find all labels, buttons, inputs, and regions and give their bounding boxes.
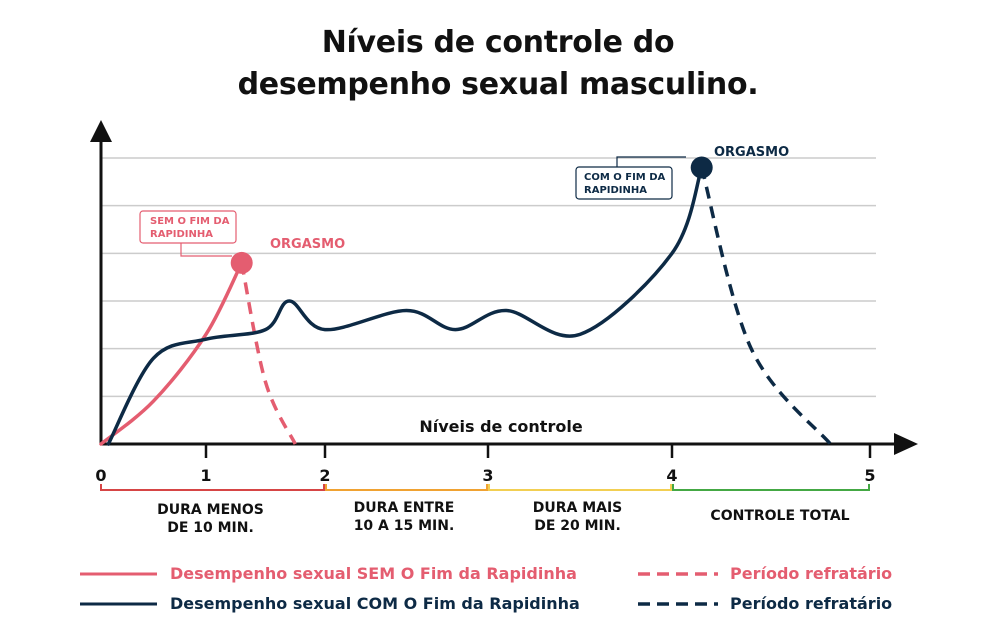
segment-label-1: DURA MENOS DE 10 MIN. (157, 502, 264, 536)
x-tick-label: 0 (95, 466, 106, 485)
peak-marker-sem (230, 251, 253, 274)
callout-sem-box (139, 210, 237, 244)
callout-sem-line1: SEM O FIM DA (150, 216, 230, 227)
chart-title-line1: Níveis de controle do (321, 25, 675, 60)
series-sem-line (99, 261, 244, 446)
x-tick-label: 5 (864, 466, 875, 485)
series-sem-refractory-line (239, 262, 297, 445)
callout-sem: SEM O FIM DA RAPIDINHA (139, 210, 237, 257)
callout-com: COM O FIM DA RAPIDINHA (575, 156, 686, 200)
chart-title-line2: desempenho sexual masculino. (237, 67, 759, 102)
annotation-orgasmo-com: ORGASMO (714, 145, 789, 160)
segment-label-3: DURA MAIS DE 20 MIN. (532, 500, 623, 534)
legend-sem-label: Desempenho sexual SEM O Fim da Rapidinha (170, 564, 577, 583)
legend-sem-refractory-label: Período refratário (730, 564, 893, 583)
callout-com-leader (616, 156, 686, 167)
x-tick-label: 1 (200, 466, 211, 485)
series-layer (99, 156, 832, 446)
series-com-refractory-line (700, 167, 832, 446)
legend-com-refractory-label: Período refratário (730, 594, 893, 613)
chart-title: Níveis de controle do desempenho sexual … (0, 22, 996, 106)
callout-com-box (575, 166, 673, 200)
callout-com-line2: RAPIDINHA (584, 185, 647, 196)
x-axis-ticks: 0 1 2 3 4 5 (95, 444, 876, 485)
callout-com-line1: COM O FIM DA (584, 172, 666, 183)
x-axis-arrow (894, 433, 918, 455)
x-tick-label: 4 (666, 466, 677, 485)
series-com-line (106, 165, 704, 446)
x-tick-label: 2 (319, 466, 330, 485)
x-tick-label: 3 (482, 466, 493, 485)
time-segments (100, 484, 870, 491)
callout-sem-leader (180, 243, 232, 257)
annotation-orgasmo-sem: ORGASMO (270, 237, 345, 252)
segment-label-2: DURA ENTRE 10 A 15 MIN. (353, 500, 455, 534)
legend-com-label: Desempenho sexual COM O Fim da Rapidinha (170, 594, 580, 613)
x-axis-label: Níveis de controle (419, 417, 582, 436)
callout-sem-line2: RAPIDINHA (150, 229, 213, 240)
gridlines (101, 157, 876, 398)
y-axis-arrow (90, 120, 112, 142)
segment-label-4: CONTROLE TOTAL (710, 508, 850, 524)
axes (90, 120, 918, 455)
peak-marker-com (690, 156, 713, 179)
